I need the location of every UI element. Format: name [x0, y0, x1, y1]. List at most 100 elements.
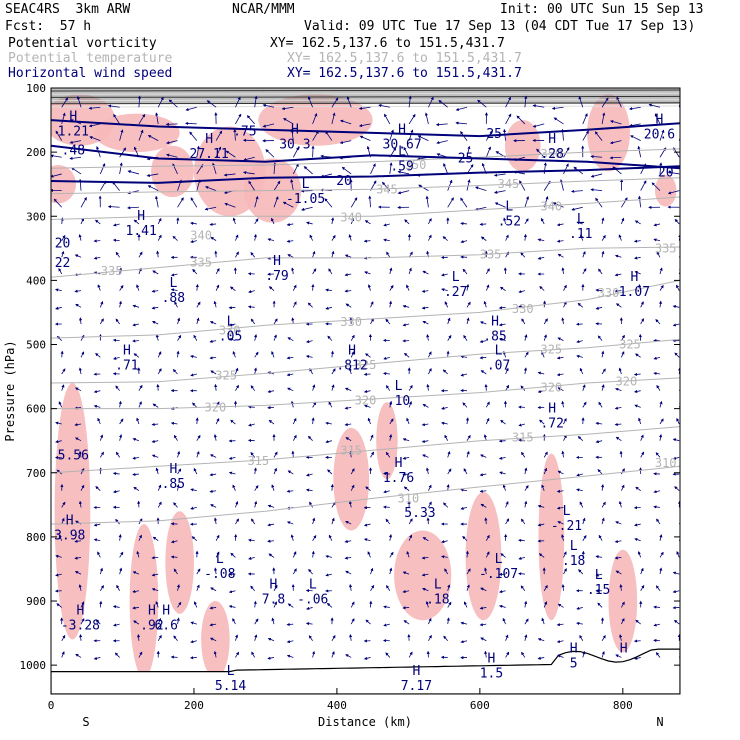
- wind-vector: [621, 351, 625, 358]
- pv-extremum-kind: H: [291, 122, 299, 137]
- wind-vector: [406, 284, 410, 291]
- pv-shading: [538, 453, 565, 621]
- wind-vector: [615, 521, 622, 525]
- wind-vector: [152, 536, 159, 542]
- wind-vector: [151, 439, 159, 443]
- wind-vector: [370, 451, 375, 458]
- wind-vector: [76, 95, 82, 108]
- wind-vector: [287, 337, 294, 342]
- wind-vector: [247, 305, 255, 309]
- pv-extremum: H1.5: [480, 651, 503, 681]
- wind-vector: [417, 135, 429, 141]
- wind-vector: [563, 301, 567, 308]
- y-tick-label: 800: [26, 531, 46, 544]
- wind-vector: [438, 100, 448, 108]
- pv-extremum-value: .48: [62, 144, 85, 159]
- wind-vector: [253, 367, 258, 375]
- wind-vector: [656, 251, 661, 258]
- wind-vector: [306, 339, 313, 344]
- pv-extremum-value: .75: [233, 124, 256, 139]
- wind-vector: [292, 551, 297, 558]
- wind-vector: [524, 485, 529, 491]
- wind-vector: [653, 238, 661, 242]
- wind-vector: [196, 301, 201, 308]
- wind-vector: [267, 504, 275, 508]
- wind-vector: [561, 317, 565, 325]
- pv-extremum-kind: H: [548, 401, 556, 416]
- wind-vector: [502, 484, 506, 491]
- wind-vector: [115, 385, 120, 391]
- wind-vector: [370, 301, 374, 308]
- wind-vector: [172, 369, 178, 375]
- pv-extremum-kind: L: [563, 504, 571, 519]
- wind-vector: [637, 551, 642, 558]
- wind-vector: [80, 334, 85, 341]
- y-tick-label: 600: [26, 403, 46, 416]
- wind-vector: [133, 219, 140, 225]
- pv-extremum: .48: [62, 144, 85, 159]
- pv-extremum: H.85: [162, 462, 185, 492]
- wind-vector: [53, 198, 63, 208]
- wind-vector: [621, 601, 625, 608]
- wind-vector: [61, 234, 66, 241]
- wind-vector: [209, 489, 217, 493]
- wind-vector: [653, 356, 661, 360]
- theta-contour-label: 315: [340, 443, 362, 457]
- wind-vector: [634, 271, 641, 275]
- wind-vector: [601, 97, 609, 108]
- pv-extremum-kind: H: [123, 344, 131, 359]
- wind-vector: [601, 250, 605, 258]
- wind-vector: [364, 271, 371, 275]
- wind-vector: [156, 250, 160, 258]
- wind-vector: [350, 197, 358, 208]
- theta-contour-label: 310: [655, 456, 677, 470]
- wind-vector: [331, 651, 335, 658]
- wind-vector: [460, 240, 468, 244]
- wind-vector: [563, 434, 567, 441]
- theta-contour-350: [51, 148, 680, 169]
- pv-extremum-kind: H: [398, 122, 406, 137]
- wind-vector: [460, 221, 468, 226]
- wind-vector: [99, 567, 103, 575]
- wind-vector: [253, 467, 257, 475]
- wind-vector: [428, 634, 432, 641]
- pv-extremum: L-.06: [297, 578, 328, 608]
- wind-vector: [112, 338, 120, 342]
- wind-vector: [344, 556, 352, 560]
- wind-vector: [466, 179, 471, 191]
- pv-extremum-value: 7.17: [401, 679, 432, 694]
- wind-vector: [634, 220, 641, 225]
- wind-vector: [672, 590, 680, 594]
- wind-vector: [271, 484, 275, 491]
- wind-vector: [422, 404, 429, 408]
- valid-time: Valid: 09 UTC Tue 17 Sep 13 (04 CDT Tue …: [304, 19, 696, 34]
- wind-vector: [383, 605, 390, 609]
- wind-vector: [428, 351, 432, 358]
- wind-vector: [541, 484, 545, 491]
- wind-vector: [557, 387, 564, 392]
- wind-vector: [58, 401, 63, 408]
- wind-vector: [674, 218, 680, 225]
- wind-vector: [614, 254, 622, 258]
- wind-vector: [536, 148, 545, 158]
- wind-vector: [251, 651, 256, 658]
- pv-extremum: L.52: [498, 199, 521, 229]
- wind-vector: [383, 490, 390, 494]
- wind-vector: [408, 95, 412, 108]
- pv-extremum: H.85: [483, 315, 506, 345]
- wind-vector: [466, 584, 470, 591]
- wind-vector: [582, 401, 587, 408]
- wind-vector: [447, 197, 454, 208]
- wind-vector: [388, 534, 393, 541]
- pv-extremum-value: .85: [162, 477, 185, 492]
- wind-vector: [196, 434, 201, 441]
- wind-vector: [520, 252, 526, 258]
- wind-vector: [443, 162, 449, 175]
- wind-vector: [579, 501, 584, 508]
- pv-extremum: H5: [570, 642, 578, 672]
- wind-vector: [170, 655, 178, 659]
- wind-vector: [667, 170, 680, 175]
- wind-vector: [331, 250, 335, 258]
- wind-vector: [655, 452, 661, 458]
- wind-vector: [521, 651, 526, 658]
